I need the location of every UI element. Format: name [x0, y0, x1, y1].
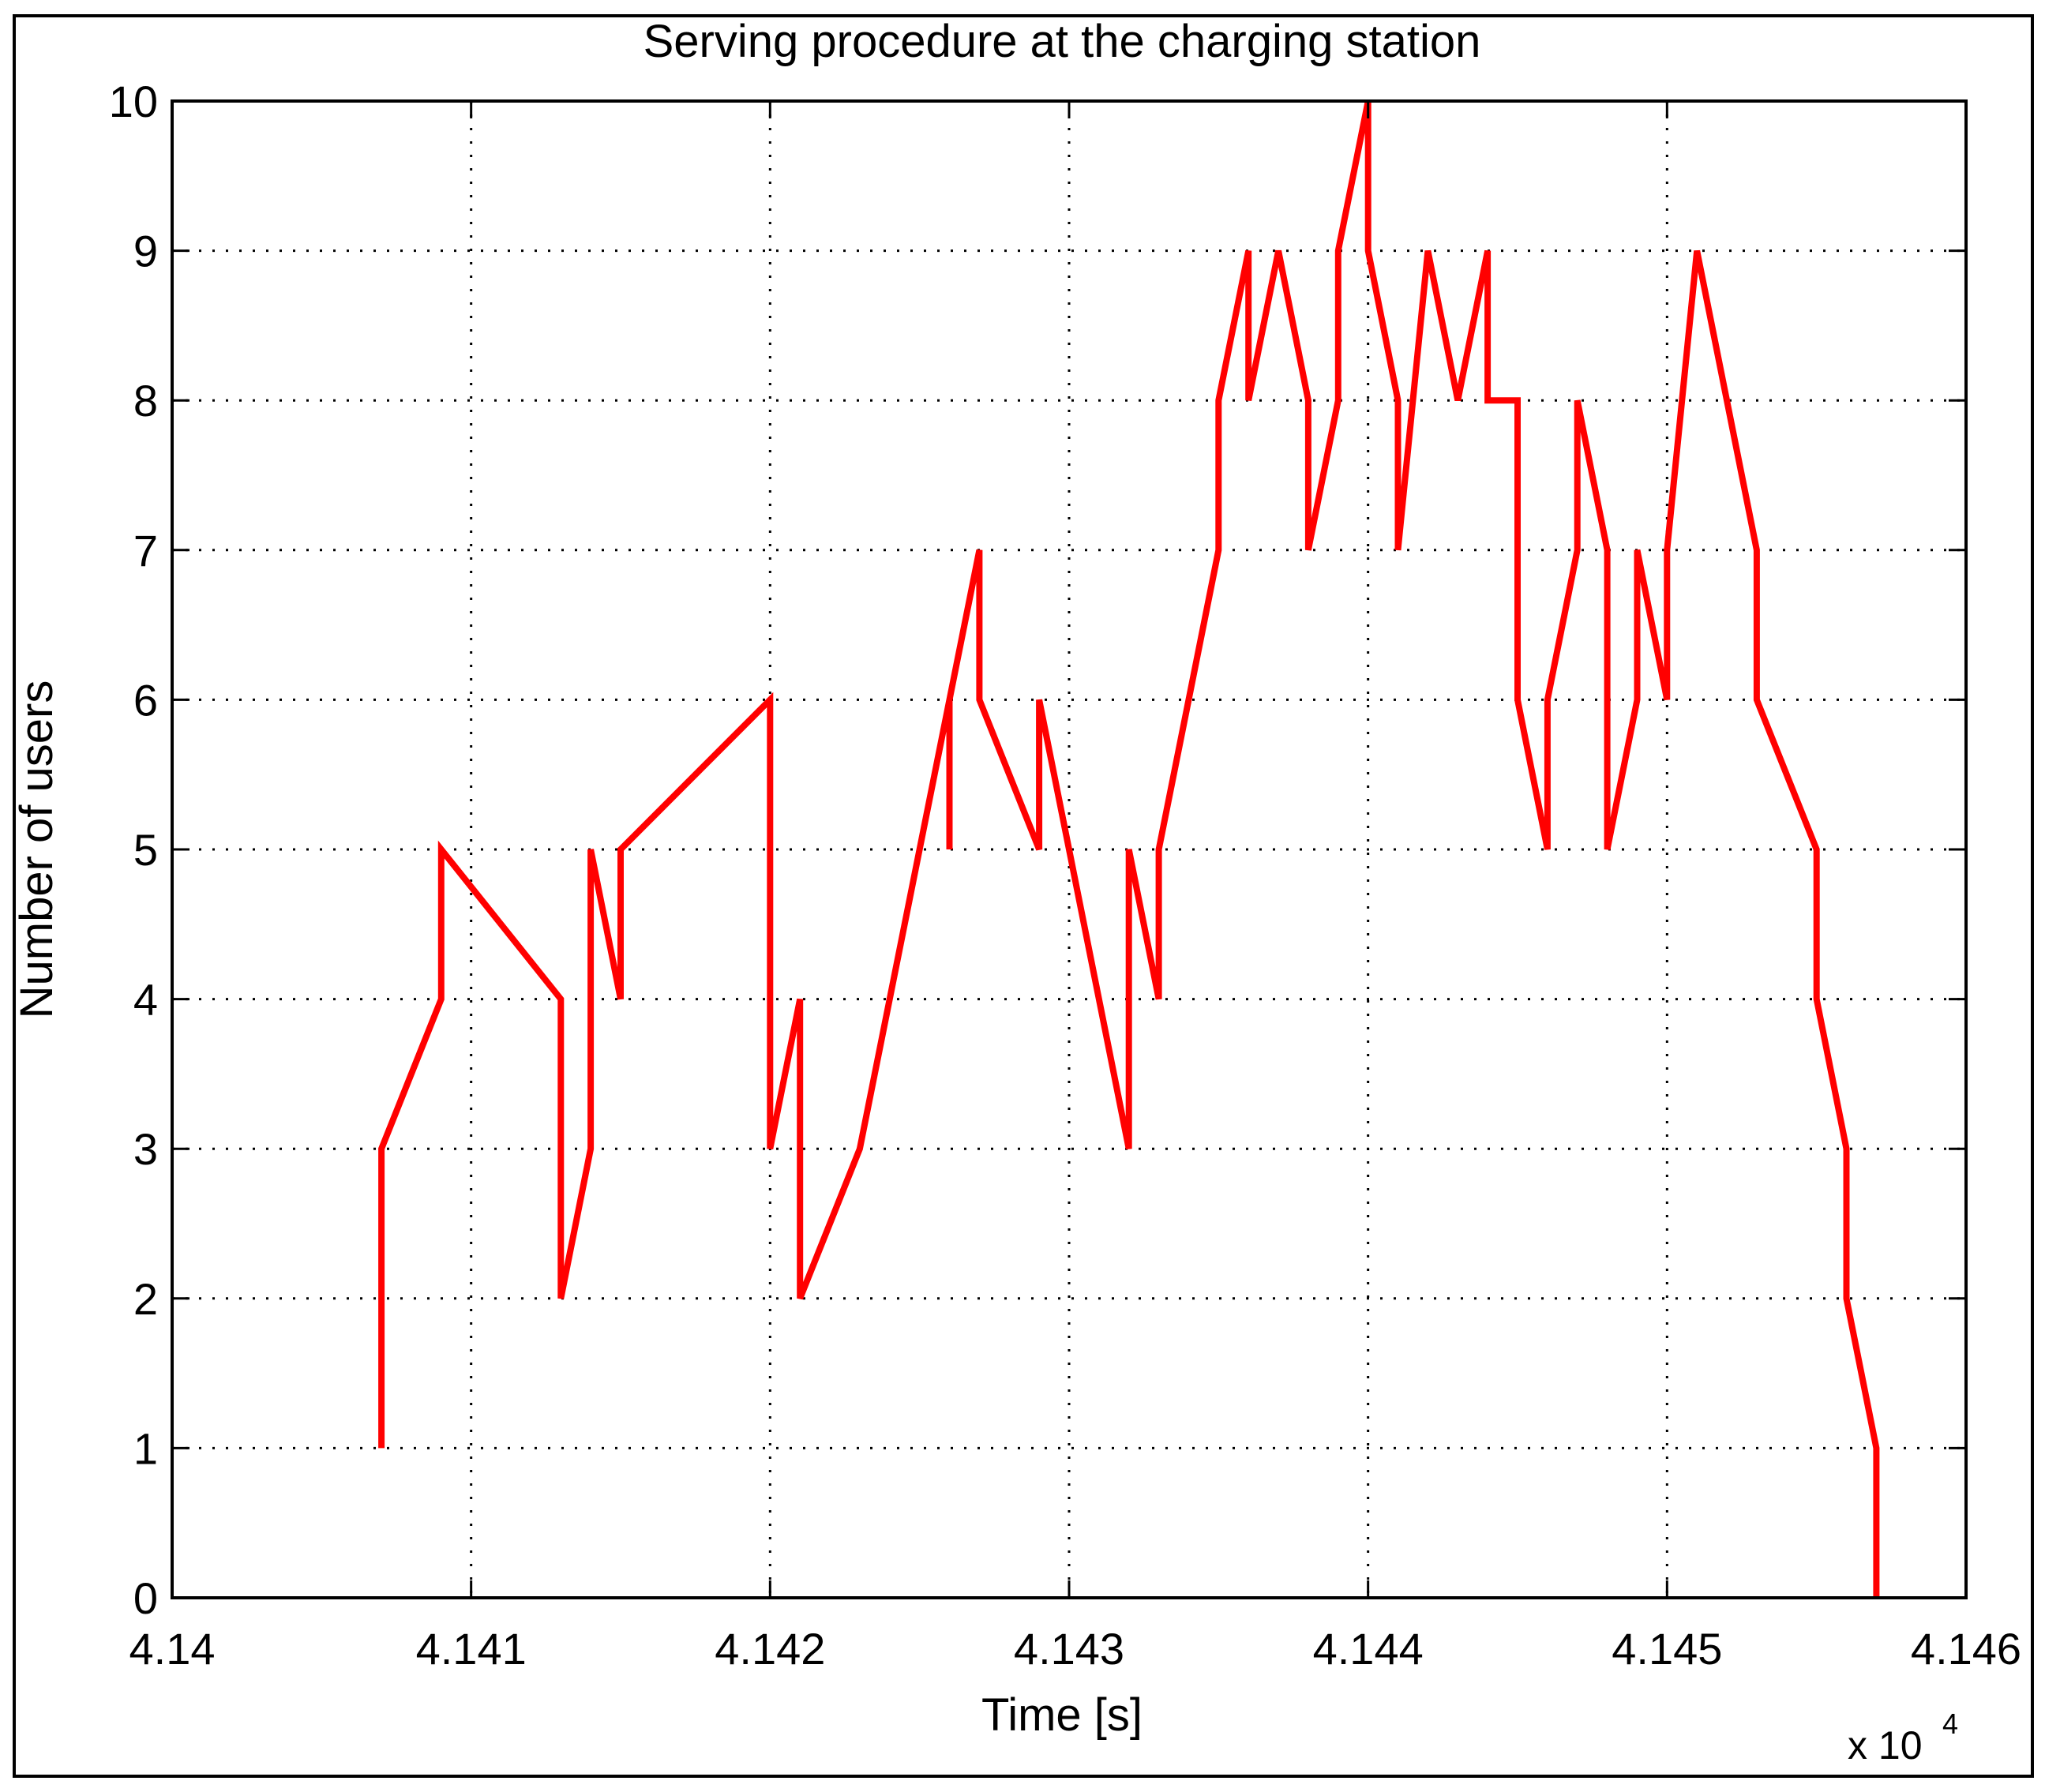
- x-tick-labels: 4.14 4.141 4.142 4.143 4.144 4.145 4.146: [129, 1624, 2022, 1674]
- y-tick-label: 6: [133, 675, 158, 725]
- y-tick-label: 1: [133, 1423, 158, 1473]
- y-tick-label: 9: [133, 227, 158, 276]
- x-tick-label: 4.144: [1313, 1624, 1424, 1674]
- x-tick-label: 4.143: [1014, 1624, 1124, 1674]
- x-tick-label: 4.146: [1911, 1624, 2021, 1674]
- y-tick-labels: 0 1 2 3 4 5 6 7 8 9 10: [109, 77, 158, 1623]
- ticks: [171, 99, 1968, 1599]
- y-tick-label: 0: [133, 1573, 158, 1623]
- y-tick-label: 7: [133, 526, 158, 575]
- x-tick-label: 4.14: [129, 1624, 216, 1674]
- x-tick-label: 4.145: [1612, 1624, 1722, 1674]
- y-tick-label: 10: [109, 77, 158, 126]
- series-layer: [378, 100, 1880, 1598]
- figure-frame: [13, 14, 2034, 1778]
- x-exponent-label: x 10: [1848, 1723, 1923, 1768]
- y-tick-label: 4: [133, 975, 158, 1025]
- y-tick-label: 5: [133, 825, 158, 875]
- series-line-0: [378, 100, 1880, 1598]
- chart-title: Serving procedure at the charging statio…: [644, 16, 1481, 67]
- y-axis-label: Number of users: [11, 680, 62, 1019]
- y-tick-label: 8: [133, 376, 158, 426]
- y-tick-label: 3: [133, 1124, 158, 1174]
- x-tick-label: 4.142: [715, 1624, 825, 1674]
- x-exponent-power: 4: [1942, 1708, 1958, 1740]
- x-axis-label: Time [s]: [981, 1689, 1143, 1741]
- y-tick-label: 2: [133, 1274, 158, 1324]
- x-tick-label: 4.141: [416, 1624, 527, 1674]
